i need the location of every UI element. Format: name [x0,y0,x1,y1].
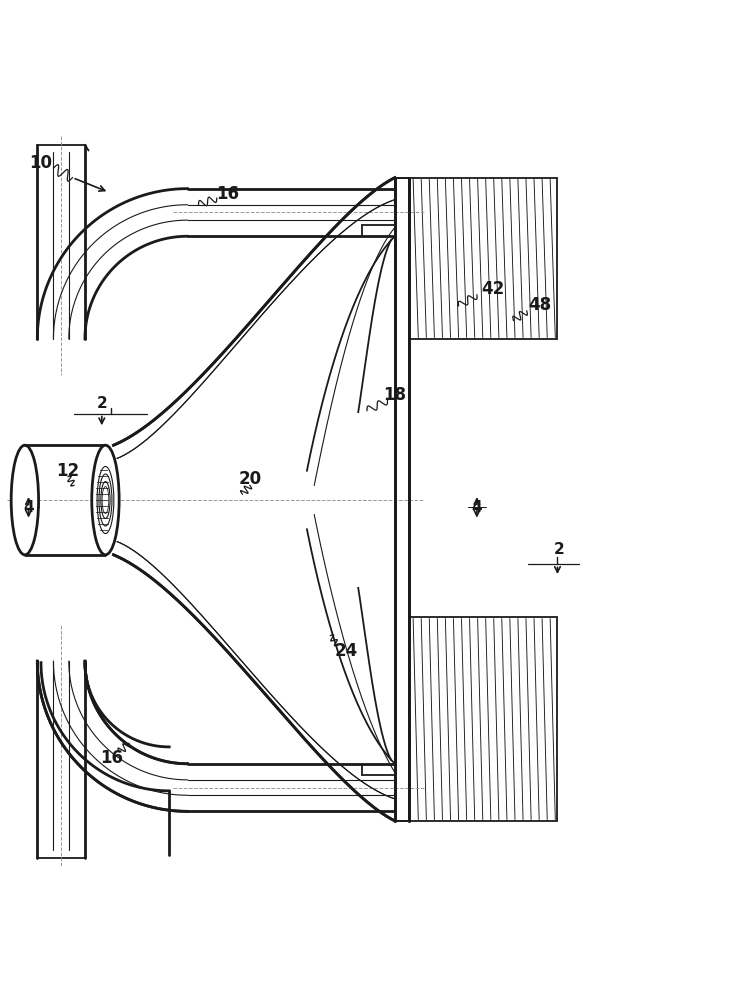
Text: 2: 2 [553,542,564,557]
Polygon shape [114,178,395,821]
Text: 20: 20 [239,470,261,488]
Text: 24: 24 [335,642,358,660]
Bar [410,178,558,339]
Text: 48: 48 [528,296,551,314]
Text: 2: 2 [96,396,107,411]
Ellipse shape [11,445,39,555]
Text: 10: 10 [29,154,52,172]
Text: 16: 16 [217,185,239,203]
Text: 12: 12 [57,462,80,480]
Text: 42: 42 [482,280,505,298]
Text: 4: 4 [471,500,482,515]
Text: 16: 16 [101,749,123,767]
Ellipse shape [92,445,119,555]
Text: 4: 4 [23,500,34,515]
Text: 18: 18 [383,386,407,404]
Bar [410,617,558,821]
